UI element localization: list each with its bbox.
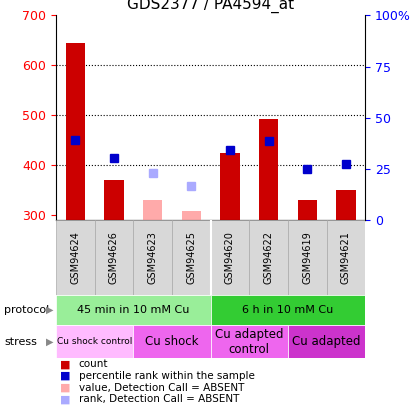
Bar — [143, 200, 162, 220]
Bar — [210, 220, 249, 295]
Text: 6 h in 10 mM Cu: 6 h in 10 mM Cu — [242, 305, 334, 315]
Text: ■: ■ — [60, 371, 71, 381]
Text: ■: ■ — [60, 394, 71, 404]
Text: Cu shock control: Cu shock control — [57, 337, 132, 346]
Bar — [56, 220, 95, 295]
Text: value, Detection Call = ABSENT: value, Detection Call = ABSENT — [79, 383, 244, 392]
Bar — [66, 43, 85, 220]
Bar — [327, 220, 365, 295]
Text: percentile rank within the sample: percentile rank within the sample — [79, 371, 255, 381]
Text: GSM94626: GSM94626 — [109, 231, 119, 284]
Text: ▶: ▶ — [46, 337, 53, 347]
Text: Cu adapted: Cu adapted — [292, 335, 361, 348]
Bar — [298, 200, 317, 220]
Bar — [56, 325, 133, 358]
Text: GSM94620: GSM94620 — [225, 231, 235, 284]
Bar — [210, 295, 365, 325]
Bar — [288, 220, 327, 295]
Bar — [249, 220, 288, 295]
Text: 45 min in 10 mM Cu: 45 min in 10 mM Cu — [77, 305, 190, 315]
Text: count: count — [79, 359, 108, 369]
Text: GSM94624: GSM94624 — [71, 231, 81, 284]
Text: GSM94622: GSM94622 — [264, 231, 273, 284]
Text: Cu adapted
control: Cu adapted control — [215, 328, 283, 356]
Bar — [259, 119, 278, 220]
Bar — [133, 220, 172, 295]
Text: GSM94621: GSM94621 — [341, 231, 351, 284]
Text: ■: ■ — [60, 383, 71, 392]
Bar — [210, 325, 288, 358]
Text: Cu shock: Cu shock — [145, 335, 199, 348]
Bar — [56, 295, 210, 325]
Text: GSM94623: GSM94623 — [148, 231, 158, 284]
Text: protocol: protocol — [4, 305, 49, 315]
Bar — [288, 325, 365, 358]
Bar — [172, 220, 210, 295]
Text: GSM94619: GSM94619 — [302, 231, 312, 284]
Text: stress: stress — [4, 337, 37, 347]
Title: GDS2377 / PA4594_at: GDS2377 / PA4594_at — [127, 0, 294, 13]
Bar — [95, 220, 133, 295]
Bar — [220, 153, 239, 220]
Bar — [104, 180, 124, 220]
Bar — [133, 325, 210, 358]
Text: ■: ■ — [60, 359, 71, 369]
Bar — [336, 190, 356, 220]
Text: ▶: ▶ — [46, 305, 53, 315]
Text: GSM94625: GSM94625 — [186, 231, 196, 284]
Bar — [182, 211, 201, 220]
Text: rank, Detection Call = ABSENT: rank, Detection Call = ABSENT — [79, 394, 239, 404]
